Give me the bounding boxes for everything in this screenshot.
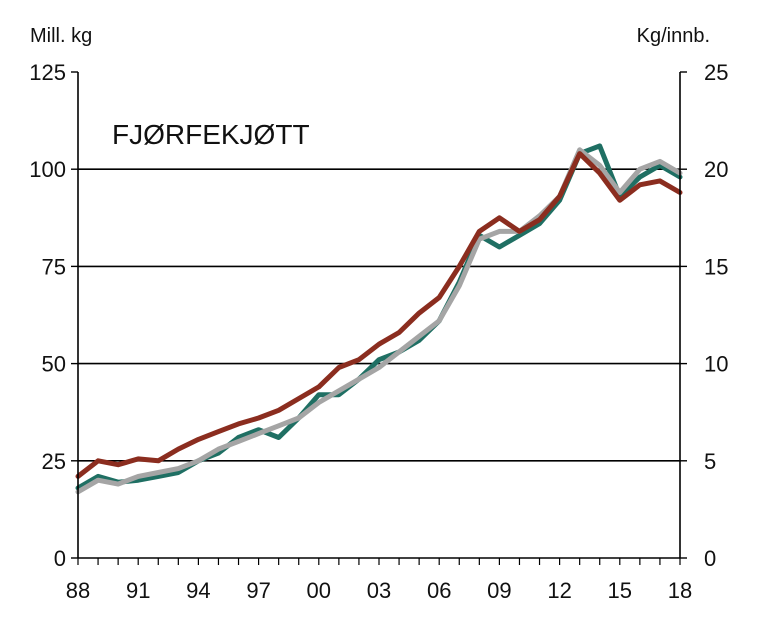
tick-labels: 0 25 50 75 100 125 0 5 10 15 20 25 88 91 94 97 00 03 06 09 1… [29, 60, 728, 603]
right-y-tick-label: 0 [704, 546, 716, 571]
left-y-tick-label: 50 [42, 352, 66, 377]
gridlines [78, 168, 680, 462]
right-y-tick-label: 20 [704, 157, 728, 182]
series-line-2 [75, 147, 683, 495]
x-tick-label: 88 [66, 578, 90, 603]
x-tick-label: 09 [487, 578, 511, 603]
x-tick-label: 12 [547, 578, 571, 603]
series-lines [75, 143, 683, 495]
x-tick-label: 03 [367, 578, 391, 603]
x-tick-label: 18 [668, 578, 692, 603]
axes [71, 71, 687, 565]
right-axis-unit-label: Kg/innb. [637, 25, 710, 47]
left-y-tick-label: 125 [29, 60, 66, 85]
x-tick-label: 06 [427, 578, 451, 603]
x-tick-label: 91 [126, 578, 150, 603]
left-axis-unit-label: Mill. kg [30, 25, 92, 47]
x-tick-label: 15 [608, 578, 632, 603]
left-y-tick-label: 0 [54, 546, 66, 571]
right-y-tick-label: 10 [704, 352, 728, 377]
x-tick-label: 00 [307, 578, 331, 603]
right-y-tick-label: 25 [704, 60, 728, 85]
chart-title: FJØRFEKJØTT [112, 119, 310, 150]
x-tick-label: 94 [186, 578, 210, 603]
right-y-tick-label: 5 [704, 449, 716, 474]
x-tick-label: 97 [246, 578, 270, 603]
left-y-tick-label: 100 [29, 157, 66, 182]
left-y-tick-label: 75 [42, 254, 66, 279]
right-y-tick-label: 15 [704, 254, 728, 279]
left-y-tick-label: 25 [42, 449, 66, 474]
series-line-3 [75, 151, 683, 479]
